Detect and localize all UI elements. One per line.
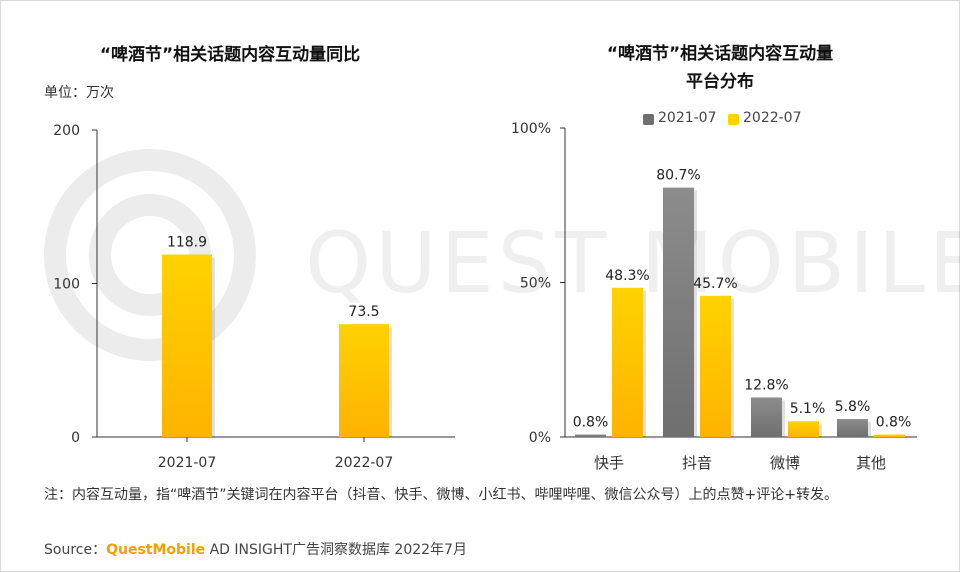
left-y-tick-label: 200 bbox=[53, 123, 80, 139]
right-chart-legend: 2021-07 2022-07 bbox=[640, 110, 820, 130]
right-bar-2021-07 bbox=[663, 187, 694, 437]
right-y-tick-label: 100% bbox=[511, 121, 551, 137]
right-bar-2022-07 bbox=[700, 295, 731, 437]
watermark-logo-outer-ring bbox=[44, 149, 256, 361]
footnote: 注：内容互动量，指“啤酒节”关键词在内容平台（抖音、快手、微博、小红书、哔哩哔哩… bbox=[44, 487, 838, 503]
left-bar-value-label: 73.5 bbox=[348, 304, 379, 320]
source-line: Source：QuestMobile AD INSIGHT广告洞察数据库 202… bbox=[44, 539, 467, 559]
right-bar-2021-07 bbox=[837, 419, 868, 437]
right-bar-2022-07 bbox=[612, 287, 643, 437]
source-suffix: AD INSIGHT广告洞察数据库 2022年7月 bbox=[205, 542, 467, 558]
right-chart-title: “啤酒节”相关话题内容互动量 平台分布 bbox=[560, 40, 880, 96]
right-bar-2021-07 bbox=[751, 397, 782, 437]
right-bar-value-label: 12.8% bbox=[744, 377, 788, 393]
left-bar bbox=[162, 254, 212, 437]
left-y-tick-label: 0 bbox=[71, 430, 80, 446]
left-y-tick-label: 100 bbox=[53, 277, 80, 293]
right-bar-chart: 0% 50% 100% 0.8% 48.3% 快手 80.7% 45.7% 抖音 12.8%5.1… bbox=[511, 121, 917, 472]
source-prefix: Source： bbox=[44, 542, 107, 558]
right-bar-value-label: 45.7% bbox=[693, 276, 737, 292]
legend-label-2022: 2022-07 bbox=[743, 110, 802, 126]
right-chart-title-line1: “啤酒节”相关话题内容互动量 bbox=[606, 44, 834, 64]
left-chart-unit: 单位：万次 bbox=[44, 85, 114, 101]
left-bar-chart: 0 100 200 118.9 2021-07 73.5 2022-07 bbox=[53, 123, 455, 471]
right-bar-value-label: 80.7% bbox=[656, 168, 700, 184]
right-bar-value-label: 5.8% bbox=[835, 399, 871, 415]
right-x-tick-label: 快手 bbox=[594, 454, 624, 472]
left-x-tick-label: 2021-07 bbox=[158, 455, 217, 471]
right-x-tick-label: 抖音 bbox=[682, 454, 712, 472]
right-x-tick-label: 微博 bbox=[770, 454, 800, 472]
right-bar-value-label: 0.8% bbox=[573, 415, 609, 431]
right-x-tick-label: 其他 bbox=[856, 454, 886, 472]
right-bar-value-label: 5.1% bbox=[790, 401, 826, 417]
right-bar-value-label: 0.8% bbox=[876, 415, 912, 431]
left-bar bbox=[339, 324, 389, 437]
right-bar-2021-07 bbox=[575, 434, 606, 437]
right-y-tick-label: 0% bbox=[529, 430, 551, 446]
right-bar-2022-07 bbox=[874, 434, 905, 437]
left-x-tick-label: 2022-07 bbox=[335, 455, 394, 471]
left-chart-title: “啤酒节”相关话题内容互动量同比 bbox=[99, 45, 361, 65]
legend-label-2021: 2021-07 bbox=[658, 110, 717, 126]
right-bar-value-label: 48.3% bbox=[605, 268, 649, 284]
source-brand: QuestMobile bbox=[106, 542, 206, 558]
right-bar-2022-07 bbox=[788, 421, 819, 437]
left-bar-value-label: 118.9 bbox=[167, 234, 207, 250]
legend-swatch-2021 bbox=[643, 114, 654, 125]
legend-swatch-2022 bbox=[728, 114, 739, 125]
right-y-tick-label: 50% bbox=[520, 276, 551, 292]
right-chart-title-line2: 平台分布 bbox=[686, 72, 754, 92]
